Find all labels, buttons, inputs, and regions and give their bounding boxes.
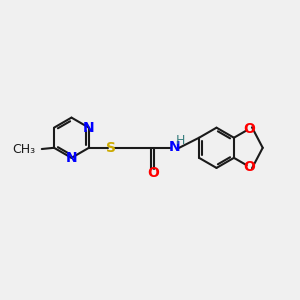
Text: N: N [169,140,181,154]
Text: N: N [66,151,77,165]
Text: S: S [106,141,116,155]
Text: N: N [83,121,95,135]
Text: H: H [176,134,186,147]
Text: CH₃: CH₃ [13,142,36,155]
Text: O: O [243,122,255,136]
Text: O: O [147,166,159,180]
Text: O: O [243,160,255,174]
